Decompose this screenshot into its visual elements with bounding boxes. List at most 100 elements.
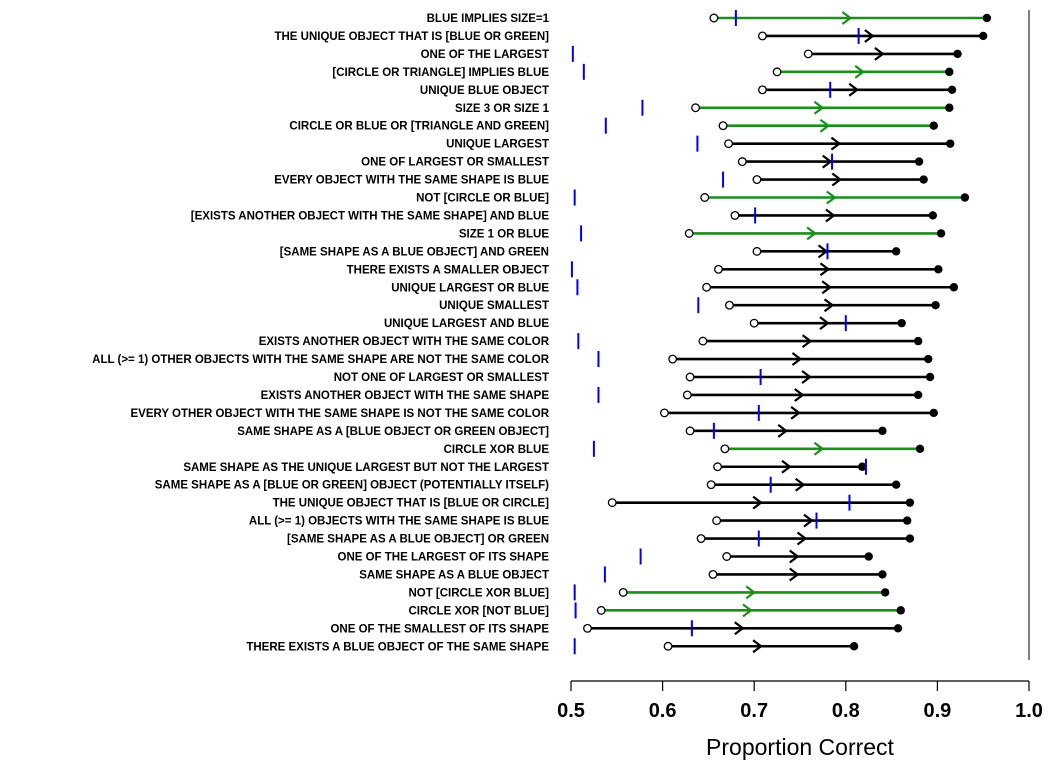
chart-rows: BLUE IMPLIES SIZE=1 THE UNIQUE OBJECT THA…	[92, 10, 992, 655]
direction-arrow	[795, 477, 806, 492]
row-31: SAME SHAPE AS A BLUE OBJECT	[359, 566, 887, 583]
start-point	[696, 534, 706, 543]
row-label: UNIQUE LARGEST OR BLUE	[391, 282, 549, 294]
row-label: ALL (>= 1) OBJECTS WITH THE SAME SHAPE I…	[249, 516, 549, 528]
row-33: CIRCLE XOR [NOT BLUE]	[408, 602, 905, 619]
end-point	[929, 408, 938, 418]
start-point	[718, 121, 728, 131]
direction-arrow	[777, 423, 789, 438]
row-label: SAME SHAPE AS THE UNIQUE LARGEST BUT NOT…	[183, 462, 549, 474]
end-point	[947, 85, 957, 95]
start-point	[685, 372, 695, 382]
row-3: [CIRCLE OR TRIANGLE] IMPLIES BLUE	[332, 63, 954, 80]
x-tick-label: 0.6	[649, 700, 677, 722]
start-point	[720, 444, 730, 454]
row-label: EVERY OTHER OBJECT WITH THE SAME SHAPE I…	[130, 408, 549, 420]
row-19: ALL (>= 1) OTHER OBJECTS WITH THE SAME S…	[92, 351, 933, 368]
start-point	[772, 67, 782, 77]
x-tick-label: 0.7	[740, 700, 768, 722]
row-label: UNIQUE LARGEST	[446, 139, 549, 151]
row-label: EXISTS ANOTHER OBJECT WITH THE SAME COLO…	[259, 336, 550, 348]
row-30: ONE OF THE LARGEST OF ITS SHAPE	[338, 548, 873, 565]
row-label: THERE EXISTS A SMALLER OBJECT	[347, 264, 549, 276]
direction-arrow	[864, 29, 875, 43]
end-point	[891, 480, 901, 489]
start-point	[737, 157, 747, 167]
row-27: THE UNIQUE OBJECT THAT IS [BLUE OR CIRCL…	[273, 494, 915, 511]
row-label: ONE OF THE SMALLEST OF ITS SHAPE	[330, 623, 549, 635]
direction-arrow	[801, 370, 812, 384]
direction-arrow	[791, 352, 803, 366]
row-label: SIZE 3 OR SIZE 1	[455, 103, 550, 115]
start-point	[702, 282, 712, 292]
direction-arrow	[826, 190, 837, 205]
direction-arrow	[801, 334, 813, 348]
row-0: BLUE IMPLIES SIZE=1	[427, 10, 992, 26]
start-point	[712, 516, 722, 526]
direction-arrow	[825, 208, 836, 223]
row-21: EXISTS ANOTHER OBJECT WITH THE SAME SHAP…	[261, 386, 923, 403]
row-25: SAME SHAPE AS THE UNIQUE LARGEST BUT NOT…	[183, 458, 867, 475]
start-point	[700, 193, 710, 202]
row-label: ALL (>= 1) OTHER OBJECTS WITH THE SAME S…	[92, 354, 550, 366]
row-label: ONE OF THE LARGEST	[421, 49, 549, 61]
row-2: ONE OF THE LARGEST	[421, 45, 962, 62]
start-point	[663, 641, 673, 651]
start-point	[803, 49, 813, 59]
end-point	[893, 624, 903, 633]
x-axis-title: Proportion Correct	[706, 734, 895, 760]
direction-arrow	[745, 585, 757, 600]
row-label: THE UNIQUE OBJECT THAT IS [BLUE OR GREEN…	[274, 31, 549, 43]
start-point	[714, 264, 723, 274]
row-label: BLUE IMPLIES SIZE=1	[427, 13, 550, 25]
row-label: CIRCLE XOR BLUE	[444, 444, 550, 456]
direction-arrow	[806, 226, 817, 241]
direction-arrow	[734, 621, 745, 636]
end-point	[925, 372, 935, 382]
end-point	[979, 31, 988, 41]
direction-arrow	[781, 459, 792, 474]
row-label: SIZE 1 OR BLUE	[459, 228, 549, 240]
direction-arrow	[841, 11, 853, 25]
direction-arrow	[830, 136, 842, 151]
start-point	[752, 246, 762, 256]
direction-arrow	[874, 47, 885, 61]
row-24: CIRCLE XOR BLUE	[444, 440, 925, 457]
row-10: NOT [CIRCLE OR BLUE]	[416, 189, 970, 206]
row-13: [SAME SHAPE AS A BLUE OBJECT] AND GREEN	[280, 243, 901, 260]
direction-arrow	[823, 298, 835, 313]
row-label: [CIRCLE OR TRIANGLE] IMPLIES BLUE	[332, 67, 549, 79]
start-point	[725, 300, 734, 310]
start-point	[698, 336, 708, 346]
direction-arrow	[752, 495, 763, 510]
start-point	[713, 462, 723, 472]
row-15: UNIQUE LARGEST OR BLUE	[391, 279, 959, 296]
start-point	[618, 587, 628, 597]
row-label: SAME SHAPE AS A [BLUE OR GREEN] OBJECT (…	[155, 480, 549, 492]
end-point	[896, 606, 905, 615]
direction-arrow	[819, 118, 831, 133]
end-point	[880, 588, 890, 597]
row-28: ALL (>= 1) OBJECTS WITH THE SAME SHAPE I…	[249, 512, 912, 529]
row-label: CIRCLE XOR [NOT BLUE]	[408, 605, 549, 617]
direction-arrow	[790, 406, 801, 420]
row-label: UNIQUE LARGEST AND BLUE	[384, 318, 549, 330]
x-tick-label: 0.8	[832, 700, 860, 722]
end-point	[928, 211, 938, 220]
direction-arrow	[813, 100, 825, 115]
start-point	[583, 623, 592, 633]
direction-arrow	[803, 513, 814, 528]
end-point	[913, 336, 923, 346]
start-point	[749, 318, 759, 328]
direction-arrow	[813, 441, 825, 456]
row-9: EVERY OBJECT WITH THE SAME SHAPE IS BLUE	[274, 171, 928, 188]
row-label: ONE OF THE LARGEST OF ITS SHAPE	[338, 552, 550, 564]
row-label: CIRCLE OR BLUE OR [TRIANGLE AND GREEN]	[289, 121, 549, 133]
end-point	[864, 552, 873, 561]
end-point	[913, 390, 923, 400]
row-23: SAME SHAPE AS A [BLUE OBJECT OR GREEN OB…	[237, 422, 887, 439]
direction-arrow	[752, 639, 763, 654]
x-tick-label: 0.5	[557, 700, 585, 722]
start-point	[706, 480, 716, 490]
x-tick-label: 1.0	[1015, 700, 1043, 722]
